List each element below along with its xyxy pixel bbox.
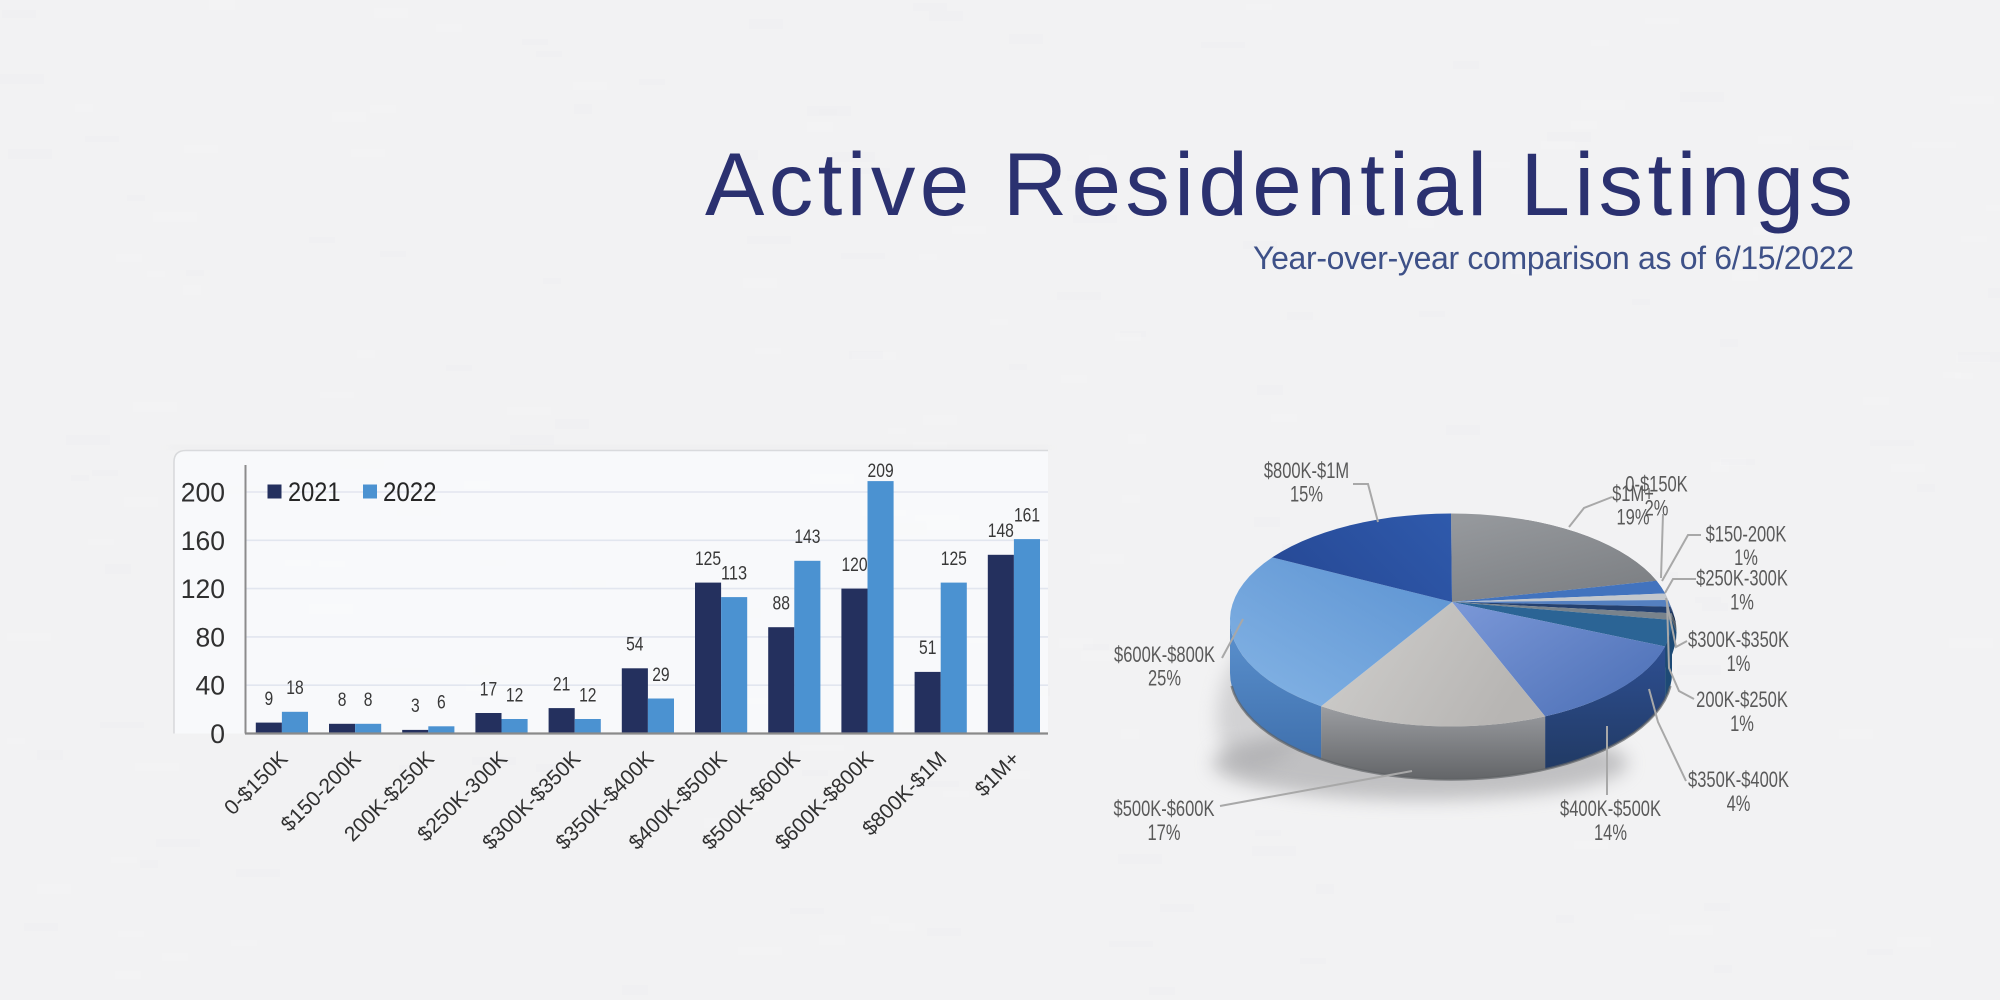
svg-text:$800K-$1M: $800K-$1M <box>1264 458 1349 483</box>
svg-text:$150-200K: $150-200K <box>1706 521 1787 546</box>
svg-text:0-$150K: 0-$150K <box>1625 472 1688 497</box>
svg-text:29: 29 <box>652 665 669 686</box>
svg-text:1%: 1% <box>1734 545 1758 570</box>
svg-text:2%: 2% <box>1645 496 1669 521</box>
svg-text:2022: 2022 <box>383 477 437 507</box>
svg-text:9: 9 <box>265 689 274 710</box>
svg-text:3: 3 <box>411 696 420 717</box>
svg-text:$500K-$600K: $500K-$600K <box>1114 796 1215 821</box>
svg-text:2021: 2021 <box>288 477 341 507</box>
svg-text:88: 88 <box>773 594 790 615</box>
svg-text:21: 21 <box>553 674 570 695</box>
svg-text:25%: 25% <box>1148 666 1181 691</box>
svg-text:18: 18 <box>286 678 303 699</box>
svg-text:Active Residential Listings: Active Residential Listings <box>705 134 1853 234</box>
svg-text:19%: 19% <box>1617 505 1650 530</box>
svg-text:160: 160 <box>181 526 225 556</box>
svg-text:$1M+: $1M+ <box>1612 481 1654 506</box>
svg-text:$350K-$400K: $350K-$400K <box>1688 767 1789 792</box>
svg-text:8: 8 <box>338 690 347 711</box>
svg-text:Year-over-year comparison as o: Year-over-year comparison as of 6/15/202… <box>1253 240 1854 276</box>
svg-text:51: 51 <box>919 638 936 659</box>
svg-text:143: 143 <box>794 527 820 548</box>
svg-text:4%: 4% <box>1727 791 1751 816</box>
svg-text:1%: 1% <box>1727 651 1751 676</box>
svg-text:200: 200 <box>181 478 225 508</box>
svg-text:125: 125 <box>941 549 967 570</box>
svg-text:200K-$250K: 200K-$250K <box>1696 687 1788 712</box>
svg-text:17: 17 <box>480 679 497 700</box>
svg-text:17%: 17% <box>1148 820 1181 845</box>
svg-text:148: 148 <box>988 521 1014 542</box>
svg-text:125: 125 <box>695 549 721 570</box>
svg-text:15%: 15% <box>1290 482 1323 507</box>
svg-text:14%: 14% <box>1594 820 1627 845</box>
svg-text:$300K-$350K: $300K-$350K <box>1688 627 1789 652</box>
svg-text:209: 209 <box>868 461 894 482</box>
svg-text:1%: 1% <box>1730 590 1754 615</box>
svg-text:1%: 1% <box>1730 711 1754 736</box>
svg-text:120: 120 <box>841 555 867 576</box>
svg-text:6: 6 <box>437 693 446 714</box>
svg-text:$400K-$500K: $400K-$500K <box>1560 796 1661 821</box>
svg-text:113: 113 <box>721 563 747 584</box>
svg-text:54: 54 <box>626 635 644 656</box>
svg-text:80: 80 <box>196 622 225 652</box>
svg-text:12: 12 <box>506 685 523 706</box>
svg-text:161: 161 <box>1014 505 1040 526</box>
svg-text:$250K-300K: $250K-300K <box>1696 566 1788 591</box>
svg-text:40: 40 <box>196 671 225 701</box>
svg-text:8: 8 <box>364 690 373 711</box>
svg-text:0: 0 <box>210 719 225 749</box>
svg-text:120: 120 <box>181 574 225 604</box>
svg-text:$600K-$800K: $600K-$800K <box>1114 642 1215 667</box>
svg-text:12: 12 <box>579 685 596 706</box>
